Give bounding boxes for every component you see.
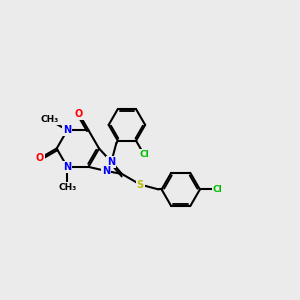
- Text: N: N: [63, 125, 71, 135]
- Text: N: N: [107, 157, 116, 167]
- Text: Cl: Cl: [213, 185, 222, 194]
- Text: N: N: [102, 166, 110, 176]
- Text: O: O: [75, 109, 83, 118]
- Text: S: S: [136, 179, 144, 190]
- Text: CH₃: CH₃: [40, 116, 58, 124]
- Text: N: N: [63, 162, 71, 172]
- Text: CH₃: CH₃: [58, 183, 76, 192]
- Text: O: O: [36, 153, 44, 163]
- Text: Cl: Cl: [139, 150, 149, 159]
